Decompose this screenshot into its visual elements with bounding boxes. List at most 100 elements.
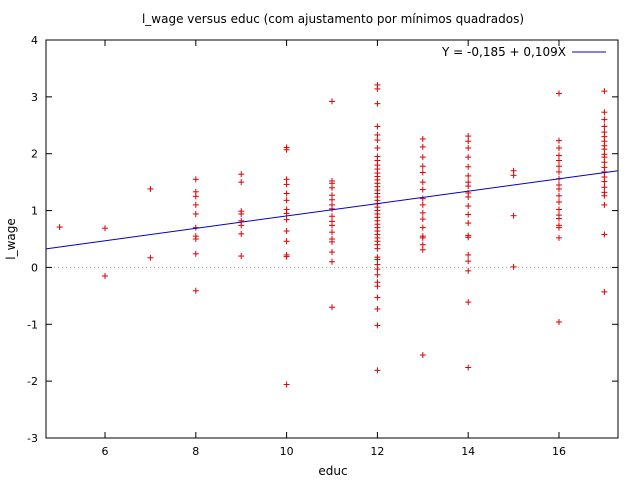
data-point: [374, 256, 381, 263]
data-point: [329, 238, 335, 245]
data-point: [601, 178, 608, 185]
data-point: [329, 205, 335, 212]
data-point: [419, 224, 426, 231]
data-point: [601, 201, 608, 208]
data-point: [555, 224, 562, 231]
data-point: [192, 210, 199, 217]
data-point: [283, 253, 290, 260]
data-point: [374, 131, 381, 138]
data-point: [465, 203, 472, 210]
data-point: [283, 228, 290, 235]
x-axis-label: educ: [318, 464, 347, 478]
data-point: [465, 220, 472, 227]
data-point: [555, 199, 562, 206]
data-point: [465, 163, 472, 170]
data-point: [238, 230, 245, 237]
x-tick-label: 14: [461, 445, 475, 458]
y-axis-label: l_wage: [4, 218, 18, 260]
data-point: [601, 192, 608, 199]
x-tick-label: 16: [552, 445, 566, 458]
chart-title: l_wage versus educ (com ajustamento por …: [142, 12, 524, 26]
data-point: [283, 190, 290, 197]
data-point: [329, 249, 335, 256]
data-point: [238, 179, 245, 186]
data-point: [555, 206, 562, 213]
data-point: [601, 116, 608, 123]
data-point: [465, 133, 472, 140]
data-point: [374, 137, 381, 144]
data-point: [147, 185, 154, 192]
data-point: [329, 213, 335, 220]
data-point: [374, 100, 381, 107]
y-tick-label: 1: [31, 205, 38, 218]
data-point: [555, 168, 562, 175]
data-point: [601, 184, 608, 191]
data-point: [329, 258, 335, 265]
x-tick-label: 10: [280, 445, 294, 458]
data-point: [238, 210, 245, 217]
data-point: [465, 267, 472, 274]
data-point: [192, 176, 199, 183]
data-point: [465, 258, 472, 265]
data-point: [283, 176, 290, 183]
data-point: [283, 238, 290, 245]
data-point: [555, 319, 562, 326]
data-point: [555, 185, 562, 192]
data-point: [419, 154, 426, 161]
data-point: [238, 171, 245, 178]
data-point: [329, 98, 335, 105]
data-point: [283, 210, 290, 217]
data-point: [374, 294, 381, 301]
data-point: [555, 192, 562, 199]
y-tick-label: 4: [31, 34, 38, 47]
data-point: [283, 146, 290, 153]
data-point: [238, 253, 245, 260]
data-point: [465, 234, 472, 241]
data-point: [510, 172, 517, 179]
data-point: [555, 215, 562, 222]
data-point: [510, 263, 517, 270]
data-point: [601, 123, 608, 130]
data-point: [329, 184, 335, 191]
data-point: [192, 287, 199, 294]
data-point: [419, 201, 426, 208]
data-point: [465, 183, 472, 190]
data-point: [374, 283, 381, 290]
y-tick-label: 2: [31, 148, 38, 161]
legend-fit-label: Y = -0,185 + 0,109X: [441, 45, 566, 59]
data-point: [419, 169, 426, 176]
data-point: [419, 163, 426, 170]
data-point: [192, 236, 199, 242]
x-tick-label: 6: [102, 445, 109, 458]
data-point: [419, 241, 426, 248]
data-points: [56, 81, 608, 388]
data-point: [419, 143, 426, 150]
data-point: [329, 229, 335, 236]
data-point: [601, 88, 608, 95]
data-point: [419, 209, 426, 216]
data-point: [465, 145, 472, 152]
data-point: [374, 266, 381, 273]
y-tick-label: -3: [27, 432, 38, 445]
data-point: [374, 85, 381, 92]
data-point: [102, 272, 109, 279]
data-point: [419, 351, 426, 358]
data-point: [555, 163, 562, 170]
data-point: [374, 305, 381, 312]
data-point: [601, 288, 608, 295]
data-point: [283, 216, 290, 223]
data-point: [374, 145, 381, 152]
data-point: [419, 135, 426, 142]
data-point: [419, 179, 426, 186]
data-point: [465, 211, 472, 218]
data-point: [465, 251, 472, 258]
data-point: [419, 216, 426, 223]
data-point: [192, 201, 199, 208]
data-point: [465, 193, 472, 200]
data-point: [374, 367, 381, 374]
data-point: [555, 145, 562, 152]
data-point: [419, 186, 426, 193]
data-point: [601, 159, 608, 166]
data-point: [555, 152, 562, 159]
